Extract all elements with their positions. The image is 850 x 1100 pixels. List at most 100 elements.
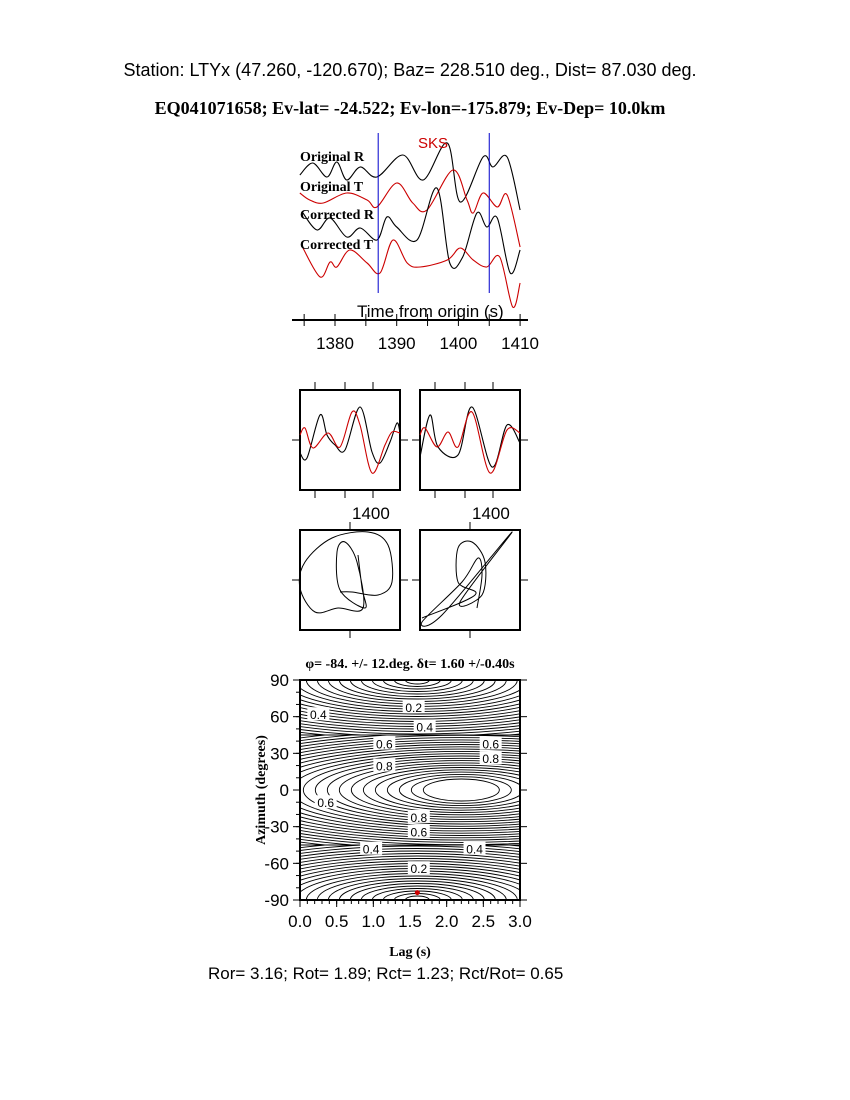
time-tick-label: 1410 bbox=[501, 334, 539, 353]
x-tick-label: 2.0 bbox=[435, 912, 459, 931]
y-tick-label: 90 bbox=[270, 671, 289, 690]
contour-line bbox=[300, 744, 520, 836]
event-info: EQ041071658; Ev-lat= -24.522; Ev-lon=-17… bbox=[154, 98, 666, 118]
y-tick-label: -90 bbox=[264, 891, 289, 910]
y-tick-label: -60 bbox=[264, 854, 289, 873]
contour-label-bg bbox=[479, 736, 502, 750]
contour-line bbox=[371, 888, 463, 900]
trace-corrected-t bbox=[302, 239, 521, 308]
x-tick-label: 3.0 bbox=[508, 912, 532, 931]
y-tick-label: 0 bbox=[280, 781, 289, 800]
trace-corrected-r bbox=[302, 187, 521, 275]
trace-label-original-r: Original R bbox=[300, 150, 365, 165]
particle-motion-box bbox=[419, 529, 521, 631]
contour-line bbox=[374, 769, 520, 811]
contour-line bbox=[300, 858, 520, 870]
contour-line bbox=[300, 735, 306, 845]
contour-line bbox=[382, 680, 452, 690]
trace-label-corrected-t: Corrected T bbox=[300, 238, 374, 253]
contour-line bbox=[300, 707, 520, 720]
contour-line bbox=[300, 746, 520, 834]
contour-label-bg bbox=[373, 758, 396, 772]
contour-line bbox=[316, 875, 518, 900]
energy-contour-plot: 0.20.40.40.6 0.60.80.80.60.80.60.4 0.40.20… bbox=[264, 671, 532, 931]
contour-label: 0.6 bbox=[410, 826, 427, 840]
contour-line bbox=[300, 737, 520, 843]
best-fit-marker bbox=[414, 890, 420, 896]
contour-label: 0.4 bbox=[363, 843, 380, 857]
contour-label: 0.4 bbox=[310, 708, 327, 722]
contour-line bbox=[302, 755, 520, 825]
contour-line bbox=[300, 860, 520, 873]
contour-line bbox=[360, 680, 474, 695]
tick-label-1400-right: 1400 bbox=[472, 504, 510, 523]
contour-line bbox=[350, 764, 520, 816]
y-axis-label: Azimuth (degrees) bbox=[254, 735, 269, 845]
contour-line bbox=[398, 773, 520, 807]
time-tick-label: 1380 bbox=[316, 334, 354, 353]
waveform-black bbox=[299, 406, 401, 464]
contour-line bbox=[410, 776, 512, 804]
trace-original-r bbox=[299, 142, 521, 211]
contour-line bbox=[327, 878, 507, 900]
contour-label-bg bbox=[314, 795, 337, 809]
contour-line bbox=[404, 680, 430, 685]
contour-label-bg bbox=[463, 841, 486, 855]
contour-line bbox=[300, 853, 520, 863]
contour-label-bg bbox=[407, 824, 430, 838]
waveform-red bbox=[299, 410, 401, 474]
contour-label: 0.8 bbox=[376, 760, 393, 774]
contour-line bbox=[386, 771, 520, 809]
contour-line bbox=[300, 739, 520, 841]
phase-label-sks: SKS bbox=[418, 135, 448, 152]
contour-label-bg bbox=[373, 736, 396, 750]
y-tick-label: 30 bbox=[270, 744, 289, 763]
x-tick-label: 2.5 bbox=[472, 912, 496, 931]
contour-line bbox=[300, 748, 520, 832]
contour-line bbox=[326, 760, 520, 820]
x-tick-label: 0.0 bbox=[288, 912, 312, 931]
trace-original-t bbox=[299, 169, 521, 248]
contour-label: 0.4 bbox=[416, 720, 433, 734]
contour-label-bg bbox=[407, 861, 430, 875]
time-tick-label: 1390 bbox=[378, 334, 416, 353]
contour-line bbox=[338, 680, 496, 700]
contour-line bbox=[300, 850, 520, 860]
particle-motion-path bbox=[420, 531, 513, 627]
contour-line bbox=[371, 680, 463, 692]
time-axis: 1380 1390 1400 1410 bbox=[292, 314, 539, 353]
x-tick-label: 1.5 bbox=[398, 912, 422, 931]
contour-label-bg bbox=[413, 719, 436, 733]
trace-label-corrected-r: Corrected R bbox=[300, 208, 375, 223]
contour-label-bg bbox=[407, 809, 430, 823]
x-tick-label: 0.5 bbox=[325, 912, 349, 931]
trace-label-original-t: Original T bbox=[300, 180, 364, 195]
station-info: Station: LTYx (47.260, -120.670); Baz= 2… bbox=[123, 60, 697, 80]
contour-label: 0.6 bbox=[317, 796, 334, 810]
contour-label: 0.4 bbox=[466, 843, 483, 857]
ratio-summary: Ror= 3.16; Rot= 1.89; Rct= 1.23; Rct/Rot… bbox=[208, 964, 564, 983]
contour-label-bg bbox=[307, 707, 330, 721]
y-tick-label: 60 bbox=[270, 708, 289, 727]
contour-label-bg bbox=[479, 751, 502, 765]
x-tick-label: 1.0 bbox=[362, 912, 386, 931]
contour-line bbox=[393, 680, 441, 687]
contour-label-bg bbox=[360, 841, 383, 855]
particle-motion-path bbox=[298, 531, 394, 614]
contour-label: 0.2 bbox=[410, 862, 427, 876]
seismogram-panel bbox=[299, 133, 521, 308]
waveform-panels bbox=[292, 382, 528, 498]
contour-label: 0.8 bbox=[410, 811, 427, 825]
contour-line bbox=[300, 703, 520, 717]
x-axis-label: Lag (s) bbox=[389, 945, 431, 960]
contour-line bbox=[300, 848, 520, 857]
contour-line bbox=[314, 757, 520, 823]
contour-line bbox=[300, 726, 520, 735]
contour-line bbox=[338, 880, 496, 900]
contour-title: φ= -84. +/- 12.deg. δt= 1.60 +/-0.40s bbox=[305, 657, 515, 672]
contour-line bbox=[300, 741, 520, 839]
contour-line bbox=[360, 885, 474, 900]
time-tick-label: 1400 bbox=[439, 334, 477, 353]
contour-line bbox=[338, 762, 520, 818]
